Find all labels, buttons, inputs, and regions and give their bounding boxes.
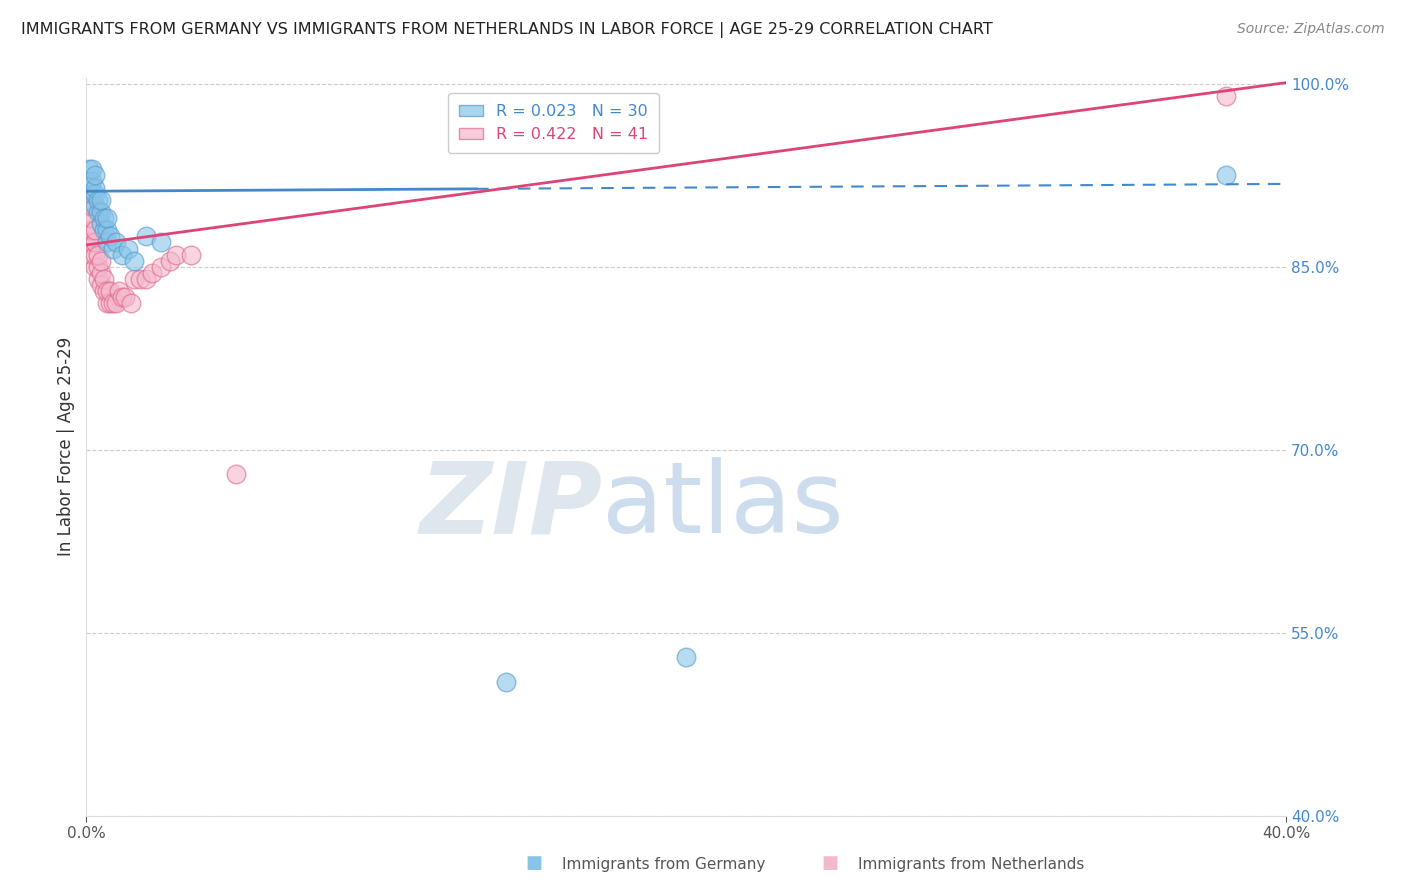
Point: [98, 296, 121, 310]
Point: [82, 186, 104, 201]
Text: ZIP: ZIP: [419, 458, 602, 555]
Point: [79, 174, 101, 188]
Point: [90, 253, 112, 268]
Point: [96, 296, 118, 310]
Point: [87, 248, 110, 262]
Text: Source: ZipAtlas.com: Source: ZipAtlas.com: [1237, 22, 1385, 37]
Point: [117, 242, 139, 256]
Point: [495, 674, 517, 689]
Text: Immigrants from Netherlands: Immigrants from Netherlands: [858, 857, 1084, 872]
Point: [82, 211, 104, 225]
Text: atlas: atlas: [602, 458, 844, 555]
Point: [103, 296, 125, 310]
Point: [165, 248, 187, 262]
Point: [111, 248, 134, 262]
Point: [87, 205, 110, 219]
Point: [84, 235, 107, 250]
Point: [1215, 169, 1237, 183]
Point: [82, 223, 104, 237]
Point: [84, 248, 107, 262]
Y-axis label: In Labor Force | Age 25-29: In Labor Force | Age 25-29: [58, 337, 75, 557]
Point: [79, 235, 101, 250]
Point: [90, 266, 112, 280]
Point: [98, 285, 121, 299]
Point: [129, 272, 152, 286]
Point: [96, 235, 118, 250]
Point: [84, 169, 107, 183]
Point: [675, 650, 697, 665]
Point: [84, 223, 107, 237]
Point: [141, 266, 163, 280]
Point: [87, 272, 110, 286]
Point: [82, 162, 104, 177]
Point: [124, 272, 146, 286]
Point: [79, 199, 101, 213]
Point: [87, 193, 110, 207]
Point: [82, 248, 104, 262]
Point: [96, 223, 118, 237]
Point: [103, 242, 125, 256]
Point: [90, 217, 112, 231]
Point: [1215, 89, 1237, 103]
Point: [82, 199, 104, 213]
Point: [105, 296, 128, 310]
Point: [87, 260, 110, 274]
Point: [93, 272, 115, 286]
Point: [96, 211, 118, 225]
Point: [120, 296, 142, 310]
Point: [150, 260, 173, 274]
Text: ■: ■: [526, 855, 543, 872]
Text: ■: ■: [821, 855, 838, 872]
Point: [96, 285, 118, 299]
Point: [108, 285, 131, 299]
Point: [84, 180, 107, 194]
Point: [79, 223, 101, 237]
Point: [93, 285, 115, 299]
Point: [84, 260, 107, 274]
Text: IMMIGRANTS FROM GERMANY VS IMMIGRANTS FROM NETHERLANDS IN LABOR FORCE | AGE 25-2: IMMIGRANTS FROM GERMANY VS IMMIGRANTS FR…: [21, 22, 993, 38]
Point: [159, 253, 181, 268]
Point: [79, 162, 101, 177]
Point: [90, 278, 112, 293]
Point: [135, 272, 157, 286]
Point: [180, 248, 202, 262]
Point: [111, 290, 134, 304]
Point: [84, 199, 107, 213]
Point: [93, 223, 115, 237]
Point: [135, 229, 157, 244]
Point: [98, 229, 121, 244]
Point: [105, 235, 128, 250]
Point: [150, 235, 173, 250]
Point: [90, 193, 112, 207]
Point: [124, 253, 146, 268]
Point: [82, 235, 104, 250]
Point: [82, 174, 104, 188]
Point: [79, 211, 101, 225]
Point: [114, 290, 136, 304]
Point: [90, 205, 112, 219]
Point: [93, 211, 115, 225]
Point: [225, 467, 247, 482]
Point: [84, 186, 107, 201]
Legend: R = 0.023   N = 30, R = 0.422   N = 41: R = 0.023 N = 30, R = 0.422 N = 41: [449, 93, 659, 153]
Text: Immigrants from Germany: Immigrants from Germany: [562, 857, 766, 872]
